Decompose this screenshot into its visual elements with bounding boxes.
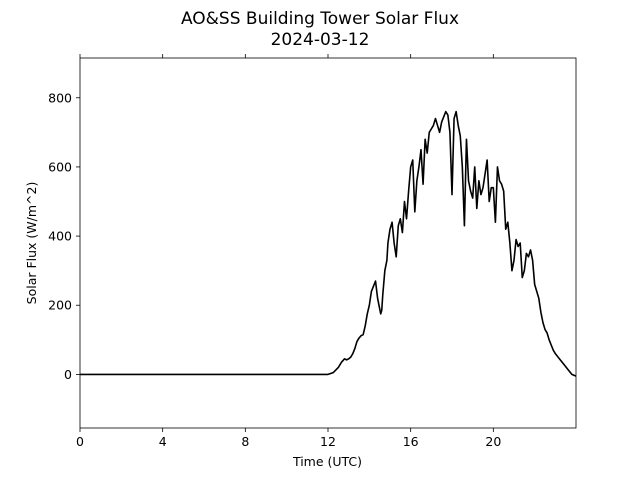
x-tick-label: 4 [159, 434, 167, 449]
y-tick-label: 0 [64, 367, 72, 382]
x-tick-label: 8 [241, 434, 249, 449]
x-tick-label: 16 [403, 434, 419, 449]
x-axis-ticks: 0 4 8 12 16 20 [76, 54, 501, 449]
data-line-group [80, 110, 577, 377]
y-tick-label: 600 [48, 159, 72, 174]
y-tick-label: 200 [48, 298, 72, 313]
x-tick-label: 12 [320, 434, 336, 449]
y-axis-ticks: 0 200 400 600 800 [48, 90, 80, 382]
y-tick-label: 400 [48, 229, 72, 244]
x-tick-label: 0 [76, 434, 84, 449]
plot-frame [79, 57, 577, 429]
chart-title: AO&SS Building Tower Solar Flux [181, 9, 459, 29]
y-tick-label: 800 [48, 90, 72, 105]
x-axis-label: Time (UTC) [292, 454, 362, 469]
y-axis-label: Solar Flux (W/m^2) [24, 182, 39, 305]
chart-subtitle: 2024-03-12 [271, 30, 370, 50]
x-tick-label: 20 [485, 434, 501, 449]
solar-flux-series-line [80, 110, 577, 377]
plot-area-border [79, 57, 577, 429]
